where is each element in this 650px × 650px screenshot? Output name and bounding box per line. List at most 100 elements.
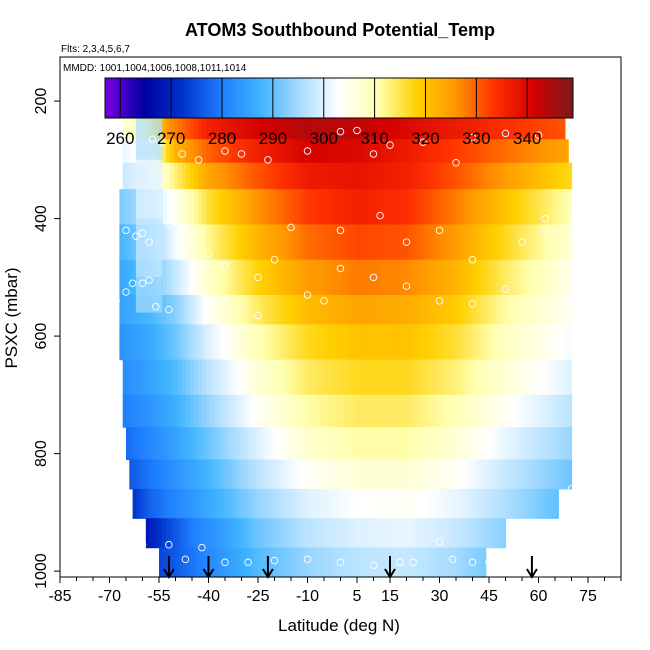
colorbar-tick-label: 310: [360, 129, 388, 148]
heatmap-cell: [536, 488, 542, 519]
heatmap-cell: [372, 259, 378, 296]
heatmap-cell: [162, 324, 168, 361]
heatmap-cell: [529, 459, 534, 490]
heatmap-cell: [475, 547, 481, 578]
heatmap-cell: [396, 294, 402, 325]
heatmap-cell: [242, 189, 247, 226]
heatmap-cell: [197, 427, 202, 461]
heatmap-cell: [180, 488, 185, 519]
heatmap-cell: [201, 427, 206, 461]
heatmap-cell: [177, 427, 183, 461]
heatmap-cell: [293, 324, 299, 361]
heatmap-cell: [257, 359, 262, 396]
heatmap-cell: [407, 139, 413, 164]
heatmap-cell: [160, 459, 166, 490]
heatmap-cell: [249, 139, 254, 164]
heatmap-cell: [386, 459, 392, 490]
heatmap-cell: [265, 224, 271, 261]
heatmap-cell: [206, 324, 212, 361]
heatmap-cell: [210, 324, 216, 361]
heatmap-cell: [556, 459, 562, 490]
heatmap-cell: [419, 394, 425, 428]
heatmap-cell: [248, 459, 253, 490]
heatmap-cell: [245, 162, 251, 190]
heatmap-cell: [445, 488, 450, 519]
heatmap-cell: [221, 112, 227, 140]
heatmap-cell: [261, 162, 266, 190]
heatmap-cell: [289, 359, 294, 396]
heatmap-cell: [412, 224, 417, 261]
heatmap-cell: [490, 162, 496, 190]
heatmap-cell: [182, 359, 187, 396]
heatmap-cell: [479, 259, 485, 296]
heatmap-cell: [376, 547, 382, 578]
heatmap-cell: [515, 324, 520, 361]
heatmap-cell: [372, 324, 378, 361]
heatmap-cell: [438, 459, 443, 490]
heatmap-cell: [353, 189, 358, 226]
heatmap-cell: [288, 518, 293, 549]
heatmap-cell: [325, 324, 330, 361]
heatmap-cell: [411, 359, 417, 396]
heatmap-cell: [182, 112, 187, 140]
heatmap-cell: [312, 427, 317, 461]
heatmap-cell: [490, 112, 496, 140]
heatmap-cell: [357, 259, 362, 296]
heatmap-cell: [490, 427, 495, 461]
heatmap-cell: [283, 488, 288, 519]
heatmap-cell: [159, 547, 164, 578]
observation-marker: [303, 555, 312, 564]
heatmap-cell: [510, 359, 516, 396]
heatmap-cell: [149, 459, 154, 490]
heatmap-cell: [221, 162, 227, 190]
heatmap-cell: [372, 224, 378, 261]
heatmap-cell: [186, 359, 191, 396]
heatmap-cell: [519, 189, 524, 226]
heatmap-cell: [498, 162, 504, 190]
heatmap-cell: [277, 294, 283, 325]
heatmap-cell: [423, 518, 428, 549]
heatmap-cell: [461, 488, 466, 519]
heatmap-cell: [370, 488, 375, 519]
heatmap-cell: [292, 162, 298, 190]
heatmap-cell: [530, 359, 536, 396]
heatmap-cell: [221, 359, 227, 396]
heatmap-cell: [296, 162, 302, 190]
heatmap-cell: [465, 459, 471, 490]
heatmap-cell: [538, 112, 544, 140]
heatmap-cell: [495, 224, 501, 261]
heatmap-cell: [126, 139, 132, 164]
heatmap-cell: [222, 189, 227, 226]
heatmap-cell: [316, 359, 322, 396]
heatmap-cell: [210, 547, 216, 578]
heatmap-cell: [300, 162, 306, 190]
heatmap-cell: [428, 189, 433, 226]
heatmap-cell: [258, 224, 263, 261]
tropical-strip-cell: [135, 112, 163, 160]
heatmap-cell: [261, 224, 267, 261]
heatmap-cell: [145, 518, 151, 549]
heatmap-cell: [131, 224, 136, 261]
heatmap-cell: [503, 189, 509, 226]
heatmap-cell: [276, 518, 282, 549]
heatmap-cell: [336, 112, 342, 140]
heatmap-cell: [273, 394, 278, 428]
heatmap-cell: [297, 224, 303, 261]
heatmap-cell: [201, 112, 207, 140]
heatmap-cell: [265, 394, 270, 428]
heatmap-cell: [304, 359, 310, 396]
heatmap-cell: [277, 112, 282, 140]
heatmap-cell: [554, 112, 559, 140]
heatmap-cell: [309, 324, 315, 361]
heatmap-cell: [388, 139, 393, 164]
heatmap-cell: [471, 547, 477, 578]
heatmap-cell: [452, 189, 457, 226]
heatmap-cell: [218, 324, 223, 361]
heatmap-cell: [131, 189, 136, 226]
heatmap-cell: [246, 324, 251, 361]
heatmap-cell: [285, 112, 290, 140]
heatmap-cell: [153, 459, 158, 490]
heatmap-cell: [395, 139, 401, 164]
heatmap-cell: [186, 394, 191, 428]
heatmap-cell: [339, 427, 345, 461]
